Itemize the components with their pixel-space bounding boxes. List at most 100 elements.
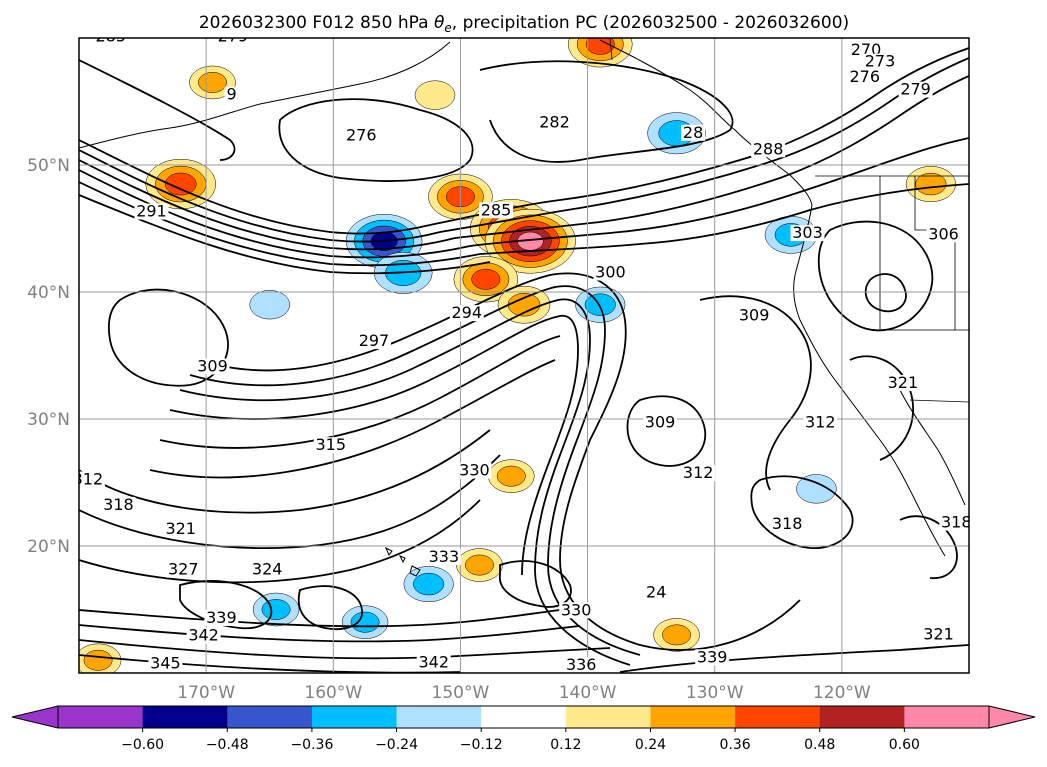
contour-label-bg (313, 437, 348, 454)
coastline-hawaii (385, 546, 421, 577)
contour-label-bg (863, 53, 897, 70)
precip-patch (796, 474, 837, 504)
contour-line (179, 580, 273, 630)
contour-label: 342 (418, 652, 449, 671)
contour-line (454, 75, 969, 239)
contour-label: 285 (481, 200, 512, 219)
contour-line (79, 59, 236, 161)
longitude-label: 130°W (686, 683, 744, 703)
contour-line (107, 288, 229, 387)
map-frame (78, 37, 970, 674)
contour-label: 300 (595, 262, 626, 281)
contour-label: 282 (539, 113, 570, 132)
colorbar-segment (565, 706, 651, 728)
longitude-label: 120°W (813, 683, 871, 703)
contour-label: 276 (849, 67, 880, 86)
latitude-label: 20°N (27, 537, 70, 557)
contour-label: 24 (646, 583, 666, 602)
precip-patch (83, 649, 113, 671)
contour-line (79, 624, 581, 643)
contour-label-bg (163, 521, 198, 538)
contour-label-bg (898, 81, 933, 98)
colorbar-segment (58, 706, 144, 728)
contour-line (864, 273, 907, 313)
contour-label-bg (250, 561, 285, 578)
longitude-labels: 170°W 160°W 150°W 140°W 130°W 120°W (177, 683, 871, 703)
contour-line (499, 560, 572, 608)
colorbar-segment (735, 706, 821, 728)
contour-line (79, 169, 471, 259)
contour-label-bg (344, 127, 379, 144)
contour-label: 288 (753, 139, 784, 158)
contour-label: 318 (103, 495, 134, 514)
precip-patch (414, 80, 456, 110)
contour-label-bg (195, 358, 230, 375)
colorbar-segment (227, 706, 313, 728)
contour-label: 297 (359, 331, 390, 350)
border-us-mexico (909, 399, 969, 403)
contour-line (79, 194, 491, 275)
contour-label-bg (681, 124, 706, 141)
contour-label: 291 (136, 202, 167, 221)
contour-label-bg (770, 515, 805, 532)
contour-label-bg (449, 305, 484, 322)
contour-label-bg (926, 226, 961, 243)
colorbar-segment (904, 706, 990, 728)
colorbar: −0.60 −0.48 −0.36 −0.24 −0.12 0.12 0.24 0.36 0.4… (11, 705, 1036, 753)
contour-label-bg (479, 202, 514, 219)
colorbar-segment (142, 706, 228, 728)
contour-label-bg (79, 471, 105, 488)
contour-line (699, 295, 812, 491)
contour-label: 342 (188, 626, 219, 645)
contour-label: 306 (928, 224, 959, 243)
colorbar-tick-label: −0.48 (206, 737, 249, 753)
contour-label: 312 (73, 470, 104, 489)
contour-line (79, 159, 456, 251)
contour-label-bg (93, 38, 128, 45)
longitude-label: 140°W (559, 683, 617, 703)
contour-line (79, 454, 501, 549)
contour-label: 318 (772, 514, 803, 533)
contour-label: 294 (452, 303, 483, 322)
contour-label: 285 (96, 26, 127, 45)
latitude-label: 50°N (27, 156, 70, 176)
figure-title: 2026032300 F012 850 hPa θe, precipitatio… (199, 13, 849, 35)
contour-line (169, 315, 579, 576)
latitude-label: 30°N (27, 410, 70, 430)
contour-label-bg (101, 496, 136, 513)
precip-patch (662, 624, 691, 646)
contour-line (297, 585, 363, 630)
colorbar-tick-label: 0.12 (550, 737, 581, 753)
contour-label-bg (564, 656, 599, 673)
contour-line (626, 395, 706, 467)
contour-label-bg (215, 38, 250, 45)
contour-line (79, 499, 481, 584)
longitude-label: 150°W (432, 683, 490, 703)
contour-label: 312 (683, 463, 714, 482)
map-gridlines (79, 38, 969, 673)
contour-line (79, 139, 431, 235)
colorbar-tick-label: −0.36 (290, 737, 333, 753)
longitude-label: 160°W (304, 683, 362, 703)
precip-patch (413, 572, 445, 596)
contour-label-bg (643, 414, 678, 431)
coastline-pacific-northwest (793, 204, 946, 557)
title-suffix: , precipitation PC (2026032500 - 2026032… (452, 13, 849, 33)
contour-label-bg (356, 333, 391, 350)
colorbar-tick-label: 0.60 (889, 737, 920, 753)
contour-label-bg (803, 414, 838, 431)
latitude-labels: 50°N 40°N 30°N 20°N (27, 156, 70, 557)
contour-label-bg (737, 307, 772, 324)
coastline-alaska-panhandle (599, 39, 813, 206)
colorbar-segment (311, 706, 398, 728)
colorbar-under-triangle (11, 705, 59, 729)
contour-label-bg (681, 465, 716, 482)
contour-line (79, 609, 561, 628)
colorbar-tick-label: 0.48 (804, 737, 835, 753)
contour-line (469, 137, 969, 247)
contour-label: 279 (218, 26, 249, 45)
contour-label: 330 (561, 600, 592, 619)
